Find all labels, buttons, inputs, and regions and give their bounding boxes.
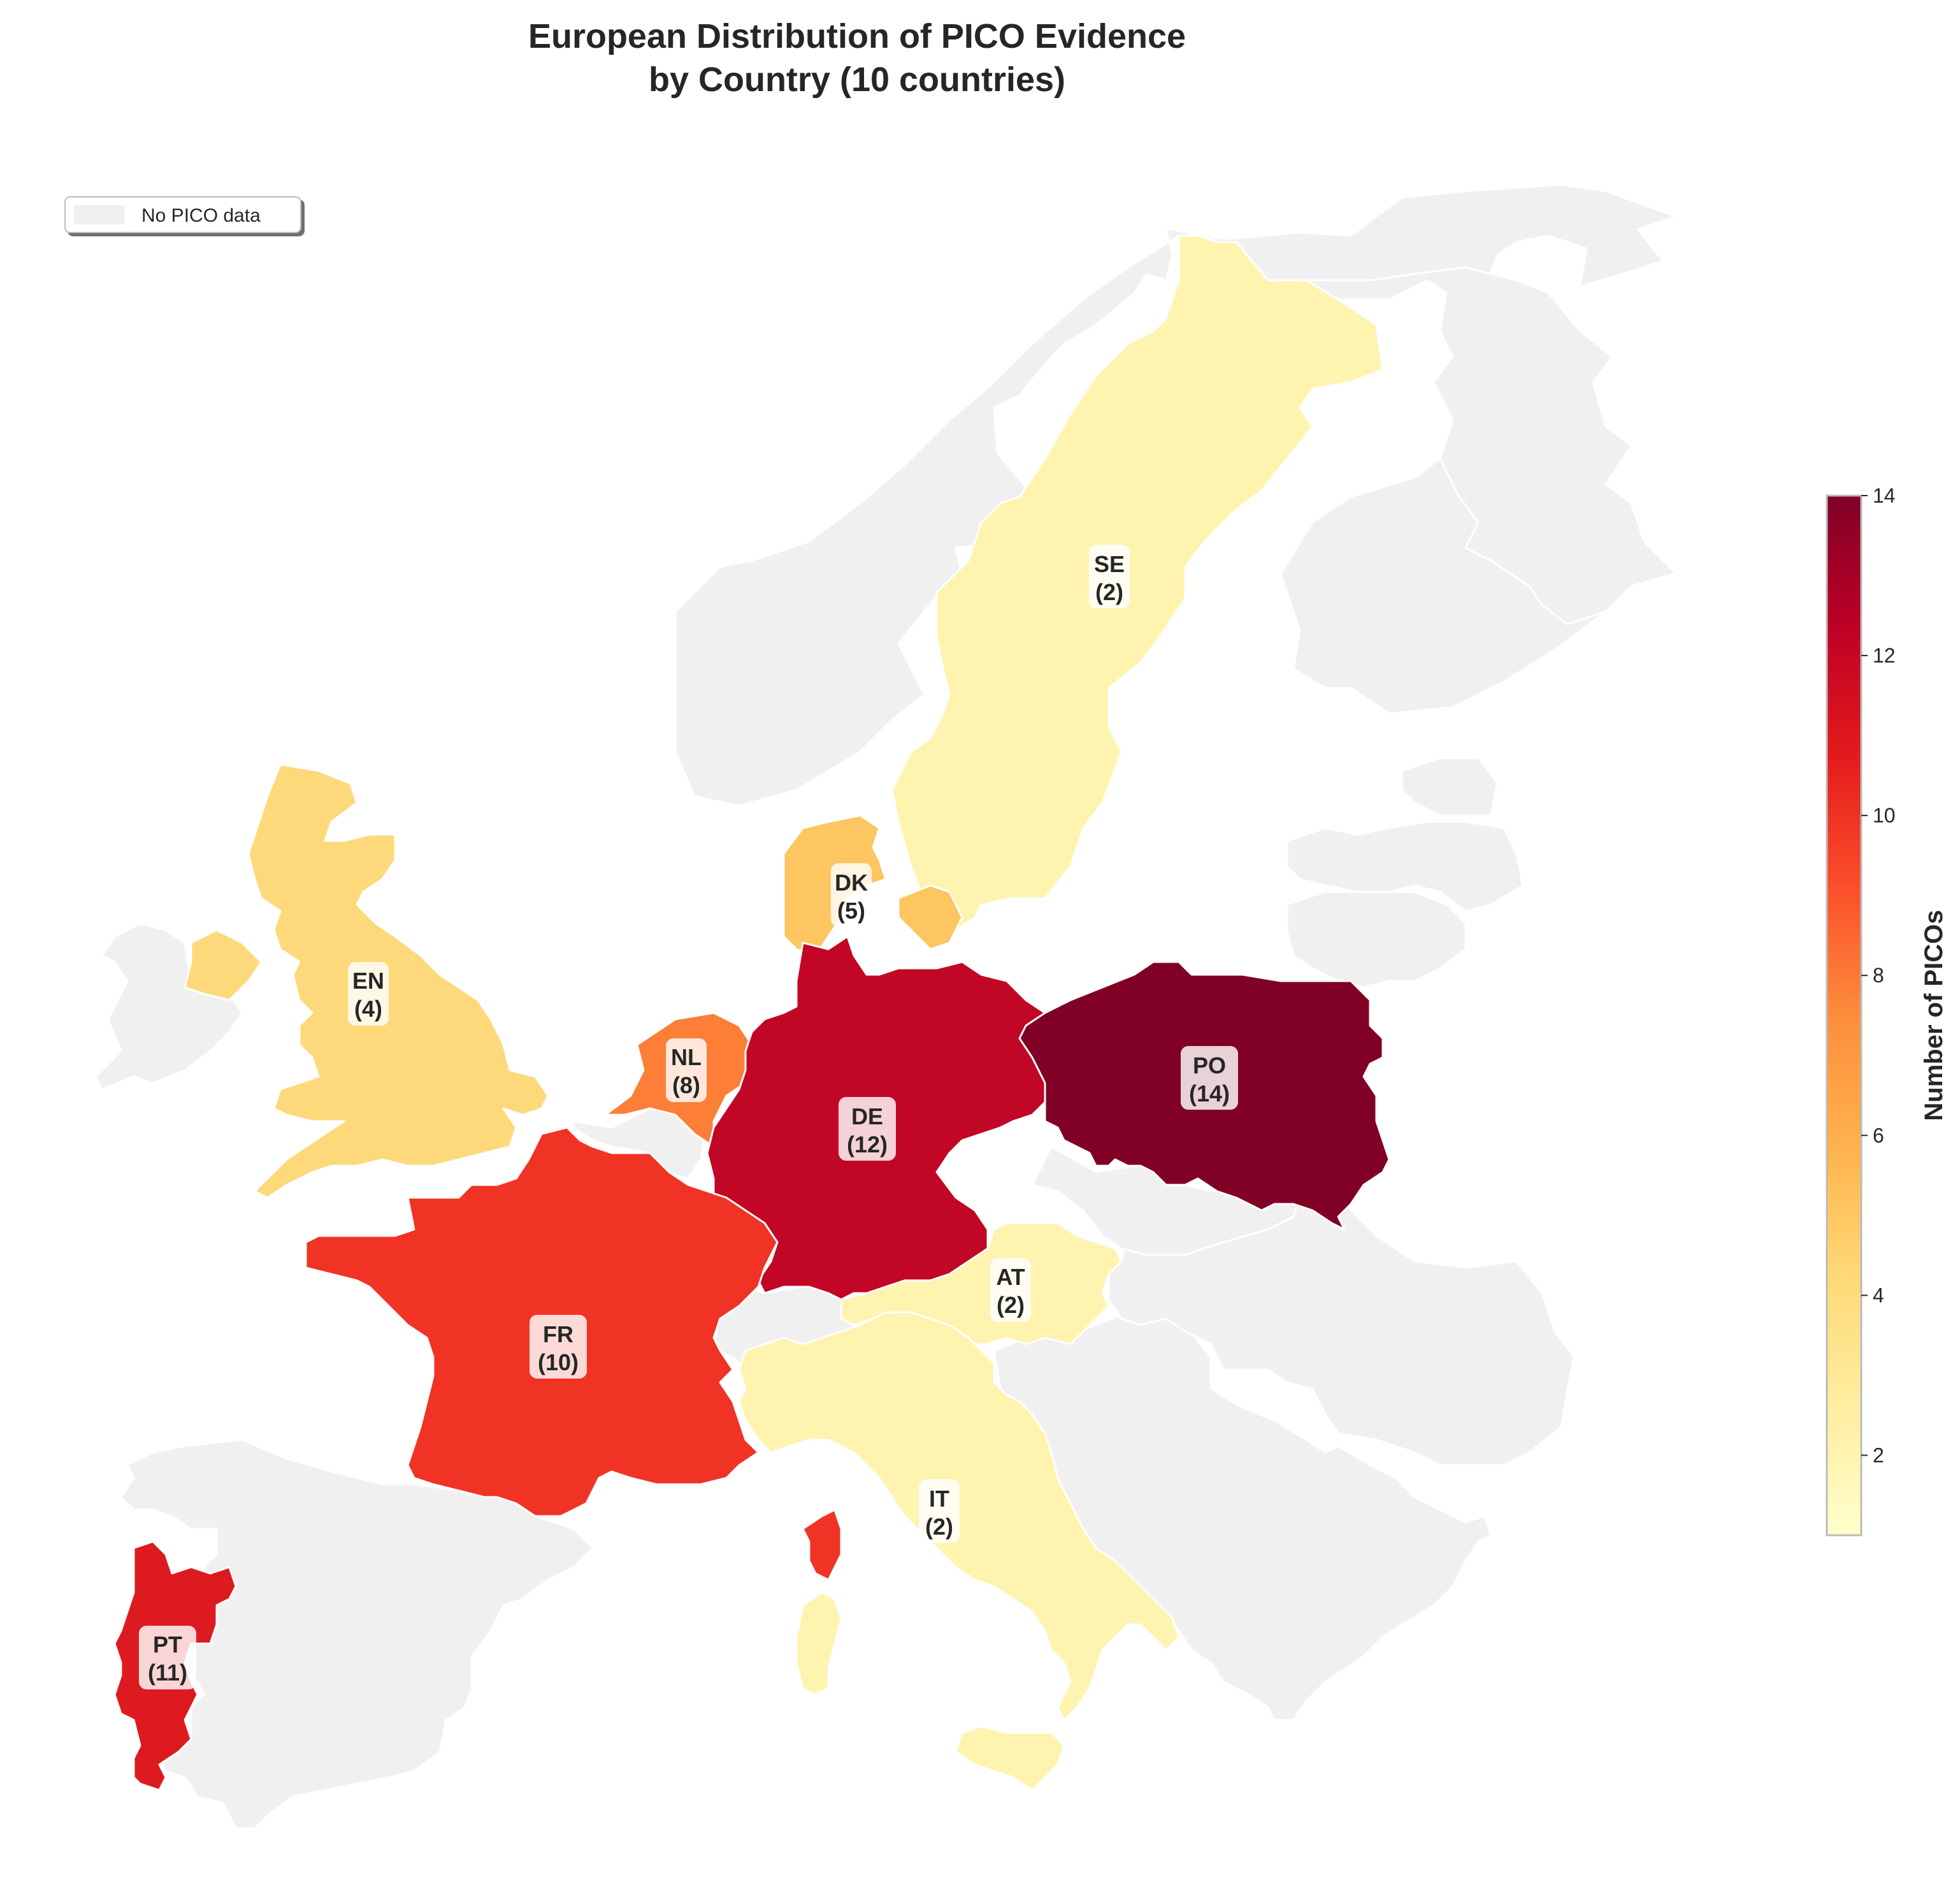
- label-code: PO: [1193, 1052, 1226, 1079]
- colorbar-tick-label: 12: [1873, 644, 1896, 667]
- legend: No PICO data: [64, 196, 301, 233]
- legend-label-nodata: No PICO data: [141, 205, 261, 226]
- label-count: (2): [997, 1292, 1025, 1318]
- label-code: FR: [543, 1321, 573, 1347]
- country-baltics: [1286, 757, 1524, 989]
- label-it: IT (2): [919, 1479, 960, 1543]
- label-box: [1089, 545, 1130, 608]
- label-count: (11): [148, 1659, 187, 1686]
- label-box: [348, 962, 389, 1026]
- colorbar-tick-label: 2: [1873, 1444, 1884, 1466]
- label-po: PO (14): [1181, 1046, 1238, 1110]
- country-italy[interactable]: [738, 1311, 1180, 1791]
- label-count: (2): [925, 1514, 953, 1540]
- country-ireland: [94, 922, 243, 1091]
- label-code: AT: [996, 1264, 1025, 1290]
- label-se: SE (2): [1089, 545, 1130, 608]
- label-code: DE: [851, 1103, 883, 1129]
- label-box: [831, 863, 872, 927]
- label-box: [530, 1315, 587, 1379]
- label-dk: DK (5): [831, 863, 872, 927]
- colorbar-tick-label: 6: [1873, 1124, 1884, 1147]
- label-count: (12): [847, 1131, 888, 1157]
- map-title-line2: by Country (10 countries): [649, 61, 1065, 99]
- label-code: SE: [1094, 551, 1125, 577]
- colorbar-tick-label: 10: [1873, 804, 1896, 827]
- label-box: [666, 1038, 707, 1102]
- colorbar-tick-label: 4: [1873, 1284, 1884, 1307]
- label-box: [839, 1097, 896, 1161]
- label-code: DK: [835, 870, 868, 896]
- label-code: PT: [153, 1631, 182, 1658]
- label-code: IT: [929, 1486, 949, 1512]
- label-count: (2): [1095, 579, 1123, 605]
- legend-swatch-nodata: [74, 205, 125, 224]
- label-count: (5): [837, 898, 865, 924]
- colorbar-tick-label: 8: [1873, 964, 1884, 987]
- label-count: (10): [538, 1349, 579, 1375]
- label-at: AT (2): [990, 1258, 1031, 1322]
- label-pt: PT (11): [139, 1626, 196, 1689]
- label-box: [990, 1258, 1031, 1322]
- label-count: (14): [1189, 1080, 1230, 1107]
- label-nl: NL (8): [666, 1038, 707, 1102]
- label-count: (8): [672, 1072, 700, 1098]
- colorbar: 2 4 6 8 10 12 14 Number of PICOs: [1826, 484, 1948, 1537]
- label-box: [919, 1479, 960, 1543]
- colorbar-label: Number of PICOs: [1920, 910, 1948, 1121]
- label-code: EN: [352, 968, 384, 994]
- label-count: (4): [354, 996, 382, 1022]
- label-box: [139, 1626, 196, 1689]
- map-title-line1: European Distribution of PICO Evidence: [528, 17, 1186, 55]
- label-en: EN (4): [348, 962, 389, 1026]
- colorbar-gradient: [1826, 494, 1863, 1537]
- label-de: DE (12): [839, 1097, 896, 1161]
- nodata-countries: [94, 183, 1677, 1830]
- country-finland-south: [1279, 457, 1607, 715]
- country-sweden[interactable]: [891, 234, 1384, 931]
- label-code: NL: [671, 1044, 702, 1070]
- colorbar-ticks: 2 4 6 8 10 12 14: [1861, 484, 1896, 1466]
- colorbar-tick-label: 14: [1873, 484, 1896, 507]
- label-box: [1181, 1046, 1238, 1110]
- country-labels: SE (2) DK (5) EN (4) NL (8) DE (12) PO (…: [139, 545, 1238, 1689]
- label-fr: FR (10): [530, 1315, 587, 1379]
